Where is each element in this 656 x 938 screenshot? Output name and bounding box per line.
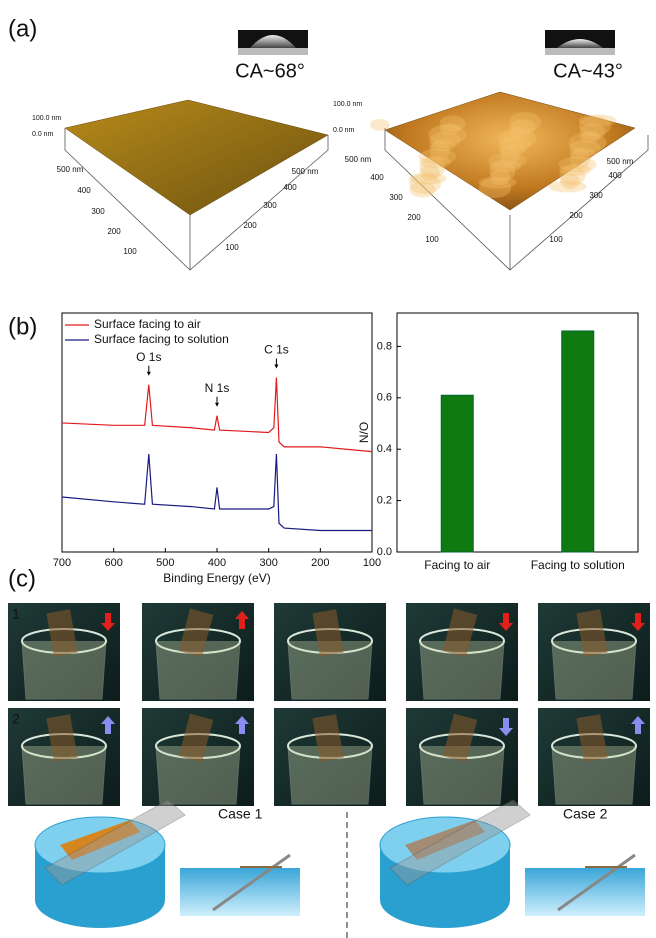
step-arrow [122, 642, 138, 662]
y-tick-label: 0.0 [377, 546, 392, 558]
x-tick-label: 300 [259, 557, 277, 569]
row-label: 1 [12, 606, 20, 622]
afm-grain [440, 116, 466, 132]
axis-label: 300 [589, 191, 603, 200]
peak-arrow [215, 403, 219, 407]
axis-label: 400 [283, 183, 297, 192]
axis-label: 300 [91, 207, 105, 216]
axis-label: 500 nm [292, 167, 319, 176]
axis-label: 400 [77, 186, 91, 195]
axis-label: 400 [370, 173, 384, 182]
panel-label: (b) [8, 313, 37, 340]
peak-label: C 1s [264, 343, 289, 357]
x-tick-label: 500 [156, 557, 174, 569]
bar [562, 331, 594, 552]
peak-arrow [147, 372, 151, 376]
axis-label: 100 [549, 235, 563, 244]
step-arrow [256, 642, 272, 662]
y-tick-label: 0.2 [377, 495, 392, 507]
row-label: 2 [12, 711, 20, 727]
legend-label: Surface facing to air [94, 317, 201, 331]
axis-label: 500 nm [345, 155, 372, 164]
axis-label: 100 [123, 247, 137, 256]
axis-label: 400 [608, 171, 622, 180]
axis-label: 300 [263, 201, 277, 210]
axis-label: 200 [243, 221, 257, 230]
axis-label: 300 [389, 193, 403, 202]
substrate [238, 48, 308, 55]
case-label: Case 2 [563, 806, 608, 822]
bar [441, 395, 473, 552]
x-tick-label: 200 [311, 557, 329, 569]
axis-label: 500 nm [607, 157, 634, 166]
plot-frame [62, 313, 372, 552]
y-tick-label: 0.6 [377, 392, 392, 404]
axis-label: 200 [407, 213, 421, 222]
x-tick-label: 600 [104, 557, 122, 569]
y-tick-label: 0.4 [377, 443, 392, 455]
x-tick-label: 700 [53, 557, 71, 569]
step-arrow [388, 747, 404, 767]
x-tick-label: 100 [363, 557, 381, 569]
plot-frame [397, 313, 638, 552]
peak-arrow [274, 365, 278, 369]
contact-angle: CA~68° [235, 60, 305, 82]
axis-label: 500 nm [57, 165, 84, 174]
axis-label: 100 [225, 243, 239, 252]
y-tick-label: 0.8 [377, 340, 392, 352]
panel-label: (c) [8, 565, 36, 592]
afm-grain [579, 115, 617, 127]
x-axis-label: Binding Energy (eV) [163, 571, 270, 585]
spectrum [62, 454, 372, 530]
peak-label: O 1s [136, 350, 161, 364]
figure: (a) (b) (c) CA~68° 100.0 nm 0.0 nm 500 nm 400 30… [0, 0, 656, 938]
contact-angle: CA~43° [553, 60, 623, 82]
y-axis-label: N/O [357, 422, 371, 443]
z-label: 100.0 nm [32, 115, 61, 122]
afm-grain [509, 112, 541, 132]
afm-grain [370, 119, 390, 131]
afm-surface [65, 100, 328, 215]
axis-label: 200 [569, 211, 583, 220]
z-label: 100.0 nm [333, 101, 362, 108]
step-arrow [122, 747, 138, 767]
axis-label: 200 [107, 227, 121, 236]
legend-label: Surface facing to solution [94, 332, 229, 346]
step-arrow [256, 747, 272, 767]
panel-label: (a) [8, 15, 37, 42]
axis-label: 100 [425, 235, 439, 244]
z-label: 0.0 nm [32, 131, 54, 138]
step-arrow [520, 747, 536, 767]
substrate [545, 48, 615, 55]
peak-label: N 1s [205, 381, 230, 395]
case-label: Case 1 [218, 806, 263, 822]
step-arrow [520, 642, 536, 662]
x-tick-label: Facing to solution [531, 558, 625, 572]
x-tick-label: Facing to air [424, 558, 490, 572]
z-label: 0.0 nm [333, 127, 355, 134]
step-arrow [388, 642, 404, 662]
x-tick-label: 400 [208, 557, 226, 569]
